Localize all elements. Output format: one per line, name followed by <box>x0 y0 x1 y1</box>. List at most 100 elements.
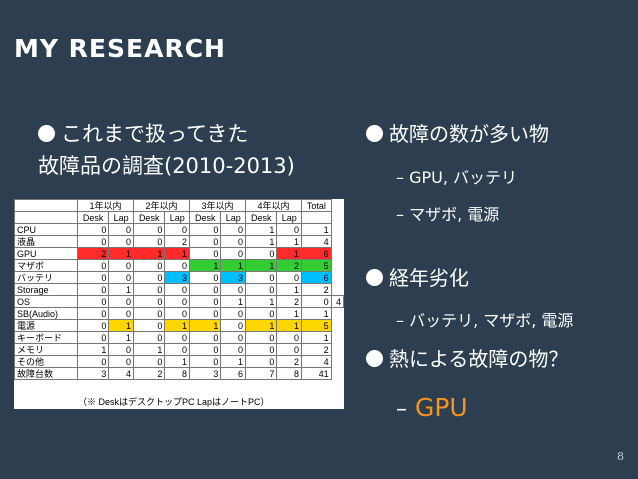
table-cell: 4 <box>301 235 332 248</box>
table-cell: 0 <box>133 271 166 284</box>
table-header-row: 1年以内 2年以内 3年以内 4年以内 Total <box>14 199 344 212</box>
table-cell: 0 <box>189 283 222 296</box>
sub-2: – マザボ, 電源 <box>396 205 500 224</box>
table-cell: 3 <box>189 367 222 380</box>
table-row: 故障台数 3 4 2 8 3 6 7 8 41 <box>14 367 344 380</box>
subheader-cell: Lap <box>276 211 303 224</box>
table-cell: 0 <box>189 331 222 344</box>
table-cell: 2 <box>301 283 332 296</box>
bullet-dot <box>38 125 55 142</box>
table-cell: 1 <box>108 283 135 296</box>
slide-title: MY RESEARCH <box>14 34 226 63</box>
table-cell: 1 <box>108 331 135 344</box>
row-label: キーボード <box>14 331 78 344</box>
table-cell: 0 <box>189 247 222 260</box>
table-row: OS 0 0 0 0 0 1 1 2 0 4 <box>14 295 345 308</box>
header-group: 2年以内 <box>133 199 191 212</box>
table-cell: 1 <box>189 259 222 272</box>
table-row: CPU 0 0 0 0 0 0 1 0 1 <box>14 223 344 236</box>
table-cell: 0 <box>220 235 247 248</box>
sub-3: – バッテリ, マザボ, 電源 <box>396 311 574 330</box>
table-cell: 0 <box>189 343 222 356</box>
table-cell: 1 <box>164 247 191 260</box>
table-row: バッテリ 0 0 0 3 0 3 0 0 6 <box>14 271 344 284</box>
table-cell: 1 <box>220 259 247 272</box>
subheader-cell: Desk <box>245 211 278 224</box>
table-cell: 0 <box>164 343 191 356</box>
row-label: バッテリ <box>14 271 78 284</box>
table-cell: 3 <box>220 271 247 284</box>
table-cell: 0 <box>108 295 135 308</box>
bullet-1: 故障の数が多い物 <box>366 118 549 147</box>
row-label: CPU <box>14 223 78 236</box>
table-cell: 1 <box>133 343 166 356</box>
table-cell: 0 <box>76 271 110 284</box>
table-cell: 0 <box>245 307 278 320</box>
header-group: 1年以内 <box>76 199 135 212</box>
table-cell: 0 <box>164 259 191 272</box>
subheader-cell: Lap <box>220 211 247 224</box>
row-label: SB(Audio) <box>14 307 78 320</box>
table-cell: 1 <box>220 355 247 368</box>
left-bullet: これまで扱ってきた 故障品の調査(2010-2013) <box>38 118 368 182</box>
table-cell: 0 <box>76 307 110 320</box>
row-label: Storage <box>14 283 78 296</box>
header-group: 3年以内 <box>189 199 247 212</box>
table-cell: 1 <box>276 235 303 248</box>
table-cell: 2 <box>164 235 191 248</box>
table-cell: 2 <box>133 367 166 380</box>
table-cell: 0 <box>76 295 110 308</box>
table-cell: 0 <box>220 319 247 332</box>
table-cell: 0 <box>164 283 191 296</box>
table-cell: 1 <box>245 235 278 248</box>
table-cell: 0 <box>220 223 247 236</box>
left-line-1: これまで扱ってきた <box>61 122 249 146</box>
table-cell: 1 <box>108 319 135 332</box>
table-cell: 0 <box>189 295 222 308</box>
table-cell: 0 <box>164 223 191 236</box>
table-cell: 0 <box>76 223 110 236</box>
table-cell: 0 <box>276 343 303 356</box>
row-label: メモリ <box>14 343 78 356</box>
table-cell: 0 <box>276 223 303 236</box>
table-row: 液晶 0 0 0 2 0 0 1 1 4 <box>14 235 344 248</box>
table-cell: 0 <box>189 307 222 320</box>
table-row: その他 0 0 0 1 0 1 0 2 4 <box>14 355 344 368</box>
table-cell: 0 <box>108 343 135 356</box>
table-cell: 6 <box>301 247 332 260</box>
table-row: SB(Audio) 0 0 0 0 0 0 0 1 1 <box>14 307 344 320</box>
table-cell: 1 <box>76 343 110 356</box>
table-cell: 0 <box>220 343 247 356</box>
table-cell: 41 <box>301 367 332 380</box>
table-cell: 4 <box>330 295 345 308</box>
table-cell: 2 <box>276 355 303 368</box>
table-cell: 1 <box>108 247 135 260</box>
table-cell: 1 <box>301 307 332 320</box>
row-label: 液晶 <box>14 235 78 248</box>
table-cell: 0 <box>189 235 222 248</box>
sub-4: – GPU <box>396 393 468 422</box>
sub-4-gpu: GPU <box>414 393 468 422</box>
table-cell: 8 <box>164 367 191 380</box>
bullet-3-text: 熱による故障の物？ <box>389 347 569 371</box>
table-cell: 0 <box>133 319 166 332</box>
table-cell: 0 <box>133 355 166 368</box>
table-cell: 0 <box>245 283 278 296</box>
table-cell: 0 <box>76 319 110 332</box>
bullet-dot <box>366 125 383 142</box>
sub-4-dash: – <box>396 397 407 422</box>
table-cell: 6 <box>220 367 247 380</box>
bullet-3: 熱による故障の物？ <box>366 343 568 372</box>
table-cell: 2 <box>276 259 303 272</box>
table-cell: 0 <box>189 355 222 368</box>
table-cell: 0 <box>133 259 166 272</box>
table-cell: 1 <box>245 319 278 332</box>
table-cell: 0 <box>133 235 166 248</box>
table-cell: 8 <box>276 367 303 380</box>
table-cell: 0 <box>301 295 332 308</box>
table-cell: 0 <box>220 331 247 344</box>
header-group: 4年以内 <box>245 199 303 212</box>
table-cell: 3 <box>76 367 110 380</box>
subheader-cell: Lap <box>108 211 135 224</box>
table-cell: 0 <box>220 283 247 296</box>
